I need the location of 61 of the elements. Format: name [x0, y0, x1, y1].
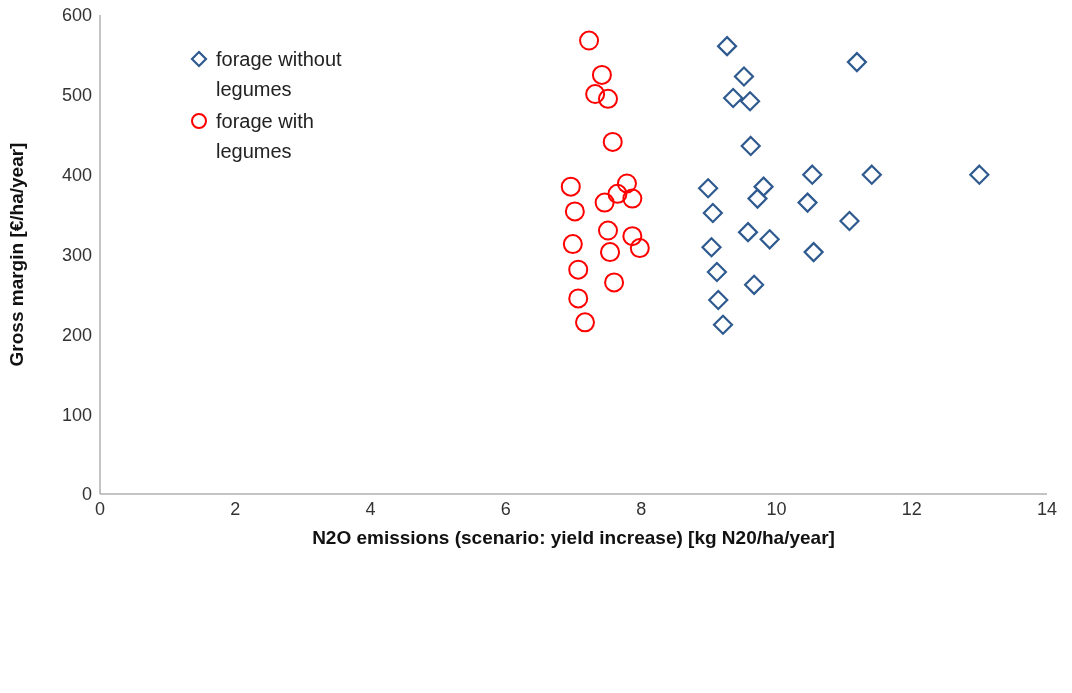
point: [591, 64, 612, 85]
point: [861, 164, 882, 185]
point: [802, 164, 823, 185]
point: [579, 30, 600, 51]
point: [622, 188, 643, 209]
point: [604, 272, 625, 293]
x-tick-label: 10: [766, 498, 787, 519]
x-tick-label: 4: [365, 498, 376, 519]
x-tick-label: 8: [636, 498, 647, 519]
point: [629, 238, 650, 259]
point: [753, 176, 774, 197]
point: [575, 312, 595, 333]
x-tick-label: 0: [94, 498, 106, 519]
point: [702, 202, 723, 224]
point: [585, 84, 606, 105]
y-axis-title: Gross margin [€/ha/year]: [5, 142, 27, 367]
x-axis-title: N2O emissions (scenario: yield increase) [kg N20/ha/year]: [312, 527, 835, 548]
point: [803, 242, 824, 263]
x-tick-label: 12: [901, 498, 922, 519]
point: [839, 210, 860, 232]
y-tick-label: 100: [61, 404, 92, 425]
point: [594, 192, 615, 213]
point: [602, 131, 623, 152]
point: [759, 229, 780, 250]
y-tick-label: 400: [61, 165, 92, 186]
point: [616, 173, 637, 194]
legend-label: forage with legumes: [216, 109, 315, 164]
point: [598, 88, 618, 109]
point: [607, 183, 628, 204]
point: [562, 234, 583, 255]
x-tick-label: 6: [500, 498, 511, 519]
y-tick-label: 200: [61, 324, 92, 345]
point: [564, 201, 585, 222]
point: [598, 220, 618, 241]
y-tick-label: 500: [61, 85, 92, 106]
y-tick-label: 300: [61, 244, 92, 265]
point: [568, 288, 589, 309]
point: [560, 176, 581, 197]
point: [969, 164, 990, 185]
x-tick-label: 2: [230, 498, 241, 519]
point: [740, 135, 761, 157]
point: [708, 289, 729, 311]
y-tick-label: 600: [61, 5, 92, 26]
point: [706, 261, 727, 283]
point: [716, 36, 738, 57]
point: [744, 274, 765, 295]
point: [622, 226, 643, 247]
point: [712, 314, 734, 335]
point: [739, 91, 761, 112]
point: [701, 237, 722, 258]
point: [568, 259, 589, 280]
point: [747, 188, 768, 209]
point: [737, 222, 759, 243]
point: [733, 66, 755, 87]
point: [846, 52, 868, 73]
point: [698, 178, 719, 199]
point: [600, 242, 621, 263]
x-tick-label: 14: [1036, 498, 1058, 519]
point: [723, 87, 744, 109]
y-tick-label: 0: [81, 484, 92, 505]
point: [797, 192, 818, 213]
